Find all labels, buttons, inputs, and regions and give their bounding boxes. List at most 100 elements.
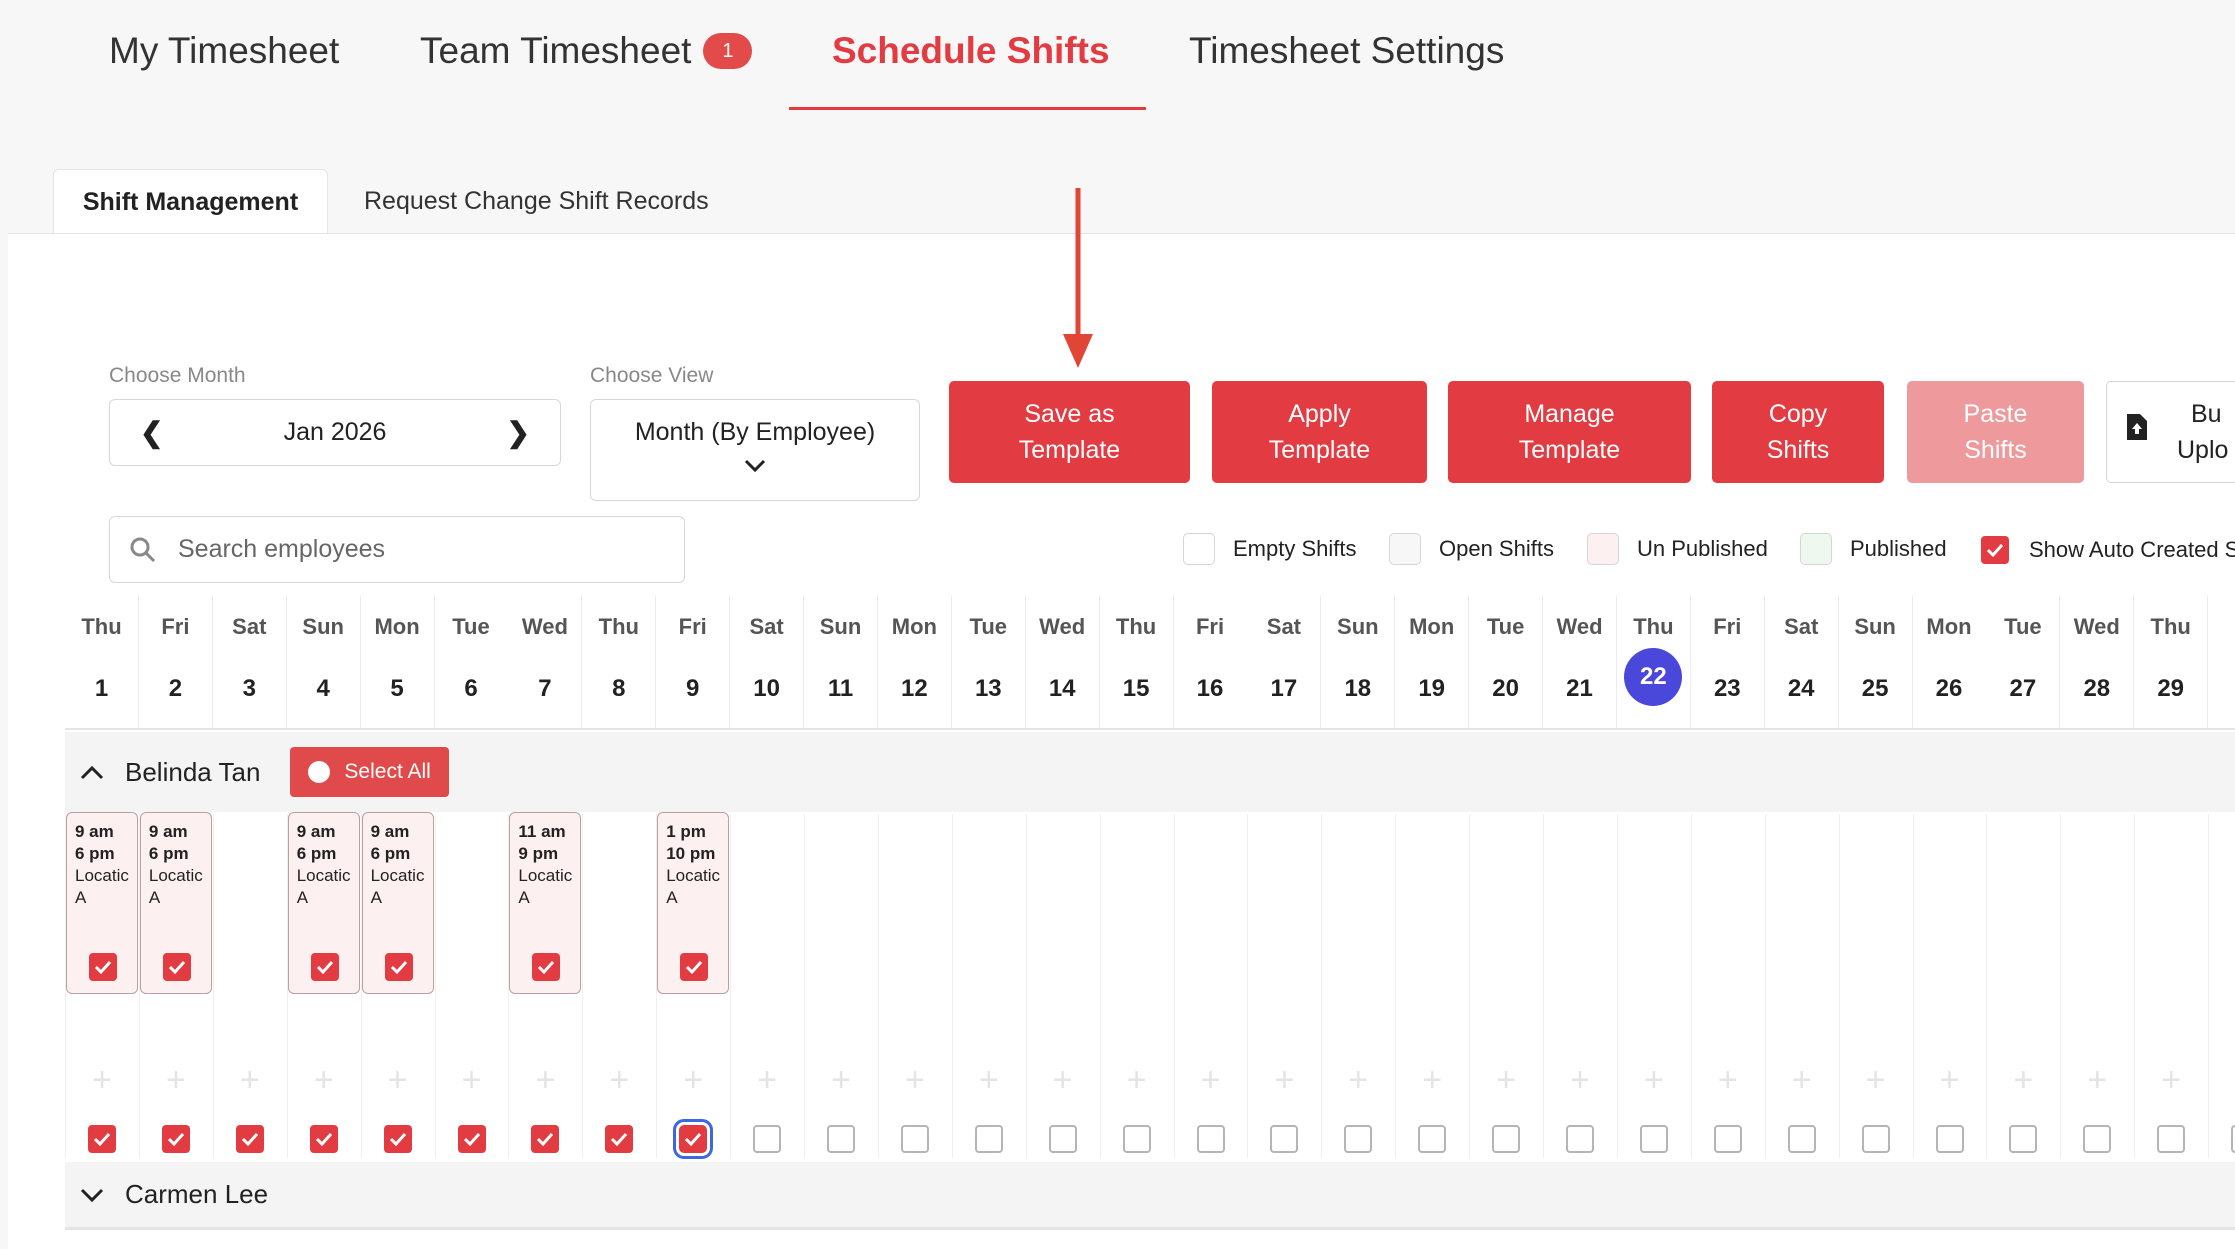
add-shift-icon[interactable]: + [978,1061,999,1099]
add-shift-icon[interactable]: + [387,1061,408,1099]
apply-template-button[interactable]: Apply Template [1212,381,1427,483]
add-shift-icon[interactable]: + [535,1061,556,1099]
day-select-checkbox[interactable] [2208,1125,2235,1153]
add-shift-icon[interactable]: + [165,1061,186,1099]
add-shift-icon[interactable]: + [831,1061,851,1099]
add-shift-icon[interactable]: + [2208,1061,2235,1100]
chevron-up-icon[interactable] [79,757,105,788]
day-select-checkbox[interactable] [1395,1125,1469,1153]
day-header[interactable]: Tue 20 [1469,596,1544,729]
day-select-checkbox[interactable] [1691,1125,1765,1153]
day-header[interactable]: Fri 2 [138,596,213,729]
add-shift-icon[interactable]: + [2013,1061,2034,1099]
checkbox-checked[interactable] [383,1125,412,1153]
day-header[interactable]: Wed 14 [1025,596,1100,729]
copy-shifts-button[interactable]: Copy Shifts [1712,381,1884,483]
day-select-checkbox[interactable] [1986,1125,2060,1153]
checkbox-checked[interactable] [673,1119,714,1159]
day-header[interactable]: Sat 3 [212,596,287,729]
add-shift-icon[interactable]: + [2161,1061,2182,1099]
tab-request-change-shift-records[interactable]: Request Change Shift Records [364,187,709,215]
day-header[interactable]: Tue 6 [434,596,509,729]
day-select-checkbox[interactable] [952,1125,1026,1153]
add-shift-icon[interactable]: + [1422,1061,1443,1099]
shift-checkbox[interactable] [310,953,339,981]
checkbox-checked[interactable] [457,1125,486,1153]
day-select-checkbox[interactable] [2060,1125,2134,1153]
checkbox-unchecked[interactable] [1639,1125,1668,1153]
day-select-checkbox[interactable] [804,1125,878,1153]
checkbox-unchecked[interactable] [1492,1125,1521,1153]
day-header[interactable]: Mon 19 [1395,596,1470,729]
day-header[interactable]: Tue 13 [951,596,1026,729]
checkbox-unchecked[interactable] [1270,1125,1299,1153]
checkbox-checked[interactable] [309,1125,338,1153]
day-select-checkbox[interactable] [656,1119,730,1159]
day-header[interactable]: Fri 16 [1173,596,1248,729]
employee-row[interactable]: Carmen Lee [65,1162,2235,1230]
day-select-checkbox[interactable] [361,1125,435,1153]
day-header[interactable]: Fri 9 [656,596,731,729]
checkbox-unchecked[interactable] [1122,1125,1151,1153]
shift-card[interactable]: 11 am 9 pm Locatic A [509,812,582,994]
day-select-checkbox[interactable] [1543,1125,1617,1153]
day-header[interactable]: Fri 23 [1690,596,1765,729]
day-select-checkbox[interactable] [1469,1125,1543,1153]
day-header[interactable]: Sun 25 [1838,596,1913,729]
day-select-checkbox[interactable] [139,1125,213,1153]
employee-row[interactable]: Belinda Tan Select All [65,732,2235,812]
checkbox-unchecked[interactable] [2157,1125,2186,1153]
add-shift-icon[interactable]: + [757,1061,778,1099]
day-header[interactable]: Sun 11 [804,596,878,729]
tab-my-timesheet[interactable]: My Timesheet [109,30,340,71]
view-select[interactable]: Month (By Employee) [590,399,920,501]
day-select-checkbox[interactable] [1765,1125,1839,1153]
checkbox-unchecked[interactable] [1196,1125,1225,1153]
day-header[interactable]: Tue 27 [1986,596,2061,729]
day-select-checkbox[interactable] [1839,1125,1913,1153]
checkbox-unchecked[interactable] [1048,1125,1077,1153]
add-shift-icon[interactable]: + [1939,1061,1960,1099]
chevron-down-icon[interactable] [79,1179,105,1210]
add-shift-icon[interactable]: + [1200,1061,1221,1099]
select-all-button[interactable]: Select All [290,747,449,797]
add-shift-icon[interactable]: + [1126,1061,1147,1099]
shift-card[interactable]: 9 am 6 pm Locatic A [66,812,138,994]
add-shift-icon[interactable]: + [92,1061,112,1099]
day-header[interactable]: Wed 28 [2060,596,2135,729]
day-select-checkbox[interactable] [1617,1125,1691,1153]
chevron-left-icon[interactable]: ❮ [140,417,164,448]
day-select-checkbox[interactable] [508,1125,582,1153]
add-shift-icon[interactable]: + [239,1061,260,1099]
add-shift-icon[interactable]: + [683,1061,704,1099]
add-shift-icon[interactable]: + [609,1061,630,1099]
checkbox-unchecked[interactable] [1566,1125,1594,1153]
shift-checkbox[interactable] [162,953,191,981]
add-shift-icon[interactable]: + [1717,1061,1738,1099]
shift-card[interactable]: 9 am 6 pm Locatic A [287,812,360,994]
checkbox-checked[interactable] [161,1125,190,1153]
tab-schedule-shifts[interactable]: Schedule Shifts [832,30,1110,71]
chevron-right-icon[interactable]: ❯ [506,417,530,448]
day-select-checkbox[interactable] [65,1125,139,1153]
checkbox-checked[interactable] [235,1125,264,1153]
checkbox-checked[interactable] [531,1125,560,1153]
bulk-upload-button[interactable]: Bu Uplo [2106,381,2235,483]
tab-shift-management[interactable]: Shift Management [53,169,328,234]
checkbox-unchecked[interactable] [900,1125,929,1153]
day-select-checkbox[interactable] [1321,1125,1395,1153]
day-header[interactable]: Sun 18 [1321,596,1396,729]
checkbox-unchecked[interactable] [1418,1125,1447,1153]
shift-card[interactable]: 1 pm 10 pm Locatic A [657,812,730,994]
checkbox-unchecked[interactable] [827,1125,855,1153]
day-select-checkbox[interactable] [1100,1125,1174,1153]
paste-shifts-button[interactable]: Paste Shifts [1907,381,2084,483]
shift-checkbox[interactable] [532,953,561,981]
checkbox-unchecked[interactable] [753,1125,782,1153]
day-header[interactable]: Thu 1 [65,596,139,729]
manage-template-button[interactable]: Manage Template [1448,381,1691,483]
add-shift-icon[interactable]: + [1274,1061,1295,1099]
add-shift-icon[interactable]: + [1496,1061,1517,1099]
day-header[interactable]: Wed 21 [1543,596,1617,729]
checkbox-unchecked[interactable] [1861,1125,1890,1153]
